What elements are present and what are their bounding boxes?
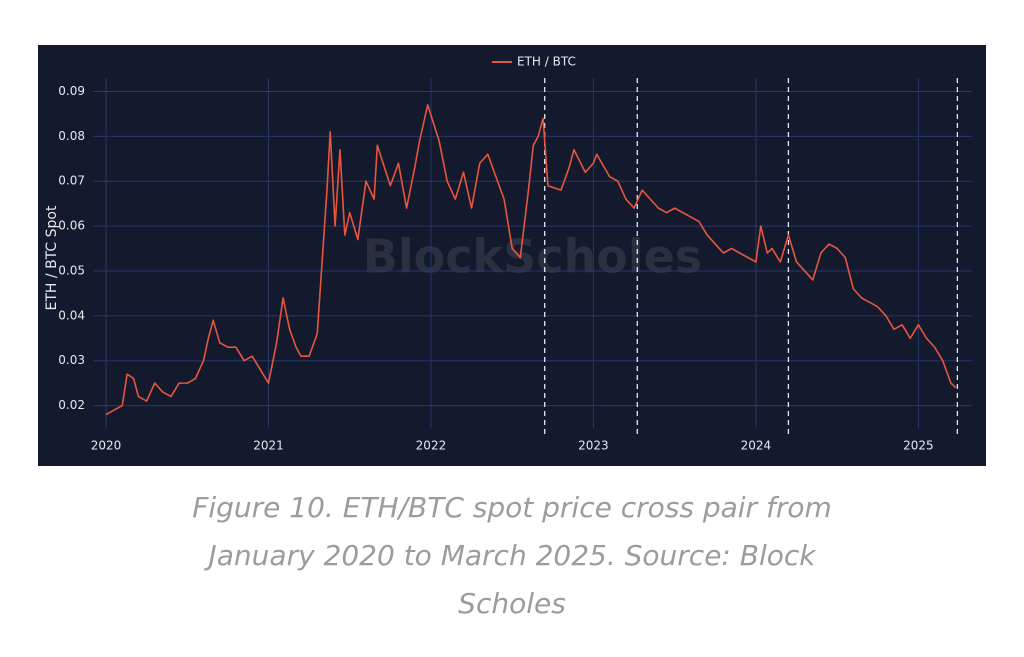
y-tick-label: 0.08 (58, 129, 85, 143)
caption: Figure 10. ETH/BTC spot price cross pair… (192, 491, 832, 620)
y-tick-label: 0.04 (58, 308, 85, 322)
x-tick-label: 2025 (903, 439, 934, 453)
y-tick-label: 0.06 (58, 219, 85, 233)
x-tick-label: 2021 (253, 439, 284, 453)
chart: ETH / BTC Spot ETH / BTC BlockScholes 0.0… (38, 45, 986, 466)
data-line (105, 104, 957, 416)
y-tick-label: 0.05 (58, 263, 85, 277)
y-tick-label: 0.02 (58, 398, 85, 412)
watermark: BlockScholes (363, 230, 702, 284)
y-tick-label: 0.07 (58, 174, 85, 188)
y-axis-label: ETH / BTC Spot (44, 205, 60, 310)
chart-panel (38, 45, 986, 466)
x-tick-label: 2024 (741, 439, 772, 453)
y-tick-label: 0.09 (58, 84, 85, 98)
legend-label: ETH / BTC (517, 55, 576, 69)
x-tick-label: 2023 (578, 439, 609, 453)
y-tick-label: 0.03 (58, 353, 85, 367)
x-tick-label: 2020 (91, 439, 122, 453)
x-tick-label: 2022 (416, 439, 447, 453)
